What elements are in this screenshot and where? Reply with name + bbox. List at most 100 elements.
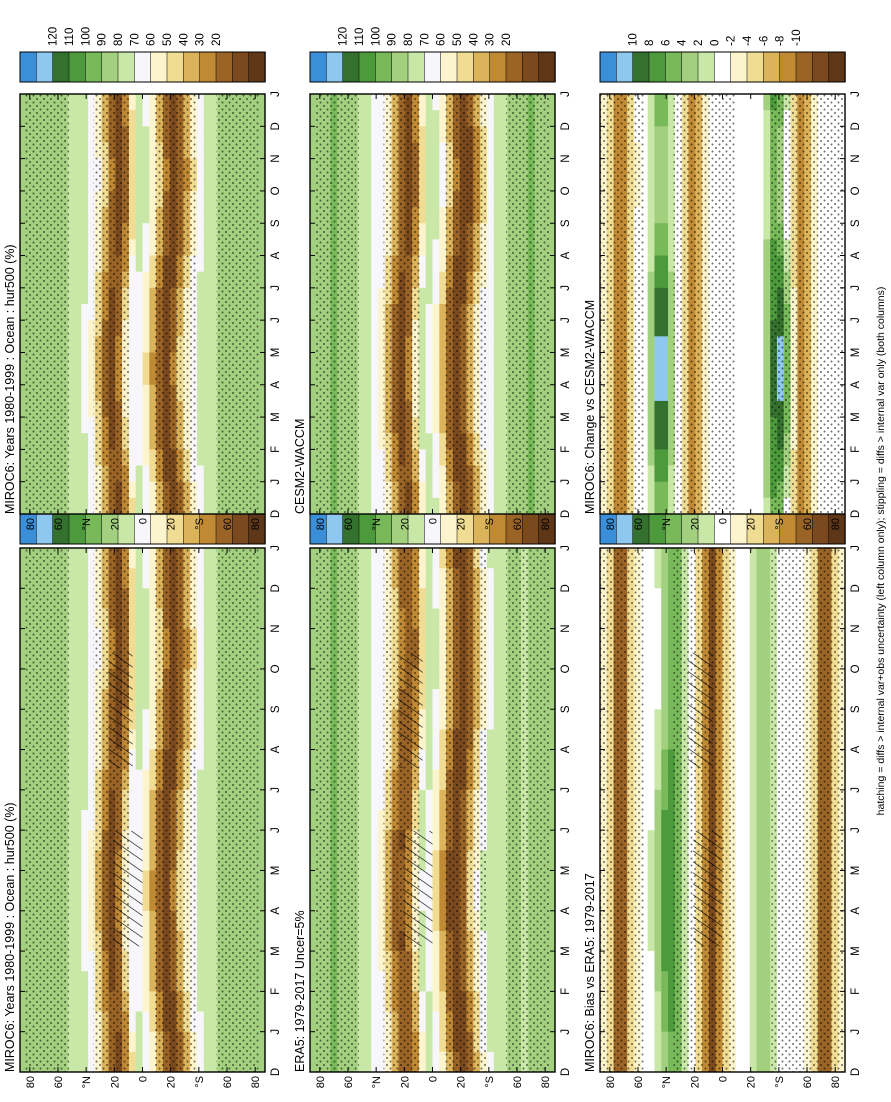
heatmap-cell — [763, 748, 771, 770]
heatmap-cell — [67, 319, 76, 337]
heatmap-cell — [81, 1031, 89, 1052]
month-label: F — [560, 988, 572, 995]
heatmap-cell — [749, 769, 758, 790]
heatmap-cell — [74, 668, 82, 690]
colorbar-swatch — [36, 51, 54, 83]
heatmap-cell — [135, 125, 144, 143]
heatmap-cell — [203, 319, 212, 337]
lat-label: 80 — [315, 1076, 327, 1088]
heatmap-cell — [74, 400, 82, 418]
heatmap-cell — [142, 254, 150, 272]
heatmap-cell — [196, 141, 205, 159]
heatmap-cell — [203, 970, 212, 992]
heatmap-cell — [432, 432, 440, 450]
heatmap-cell — [749, 829, 758, 851]
heatmap-cell — [142, 271, 150, 288]
heatmap-cell — [647, 628, 656, 649]
heatmap-cell — [196, 970, 205, 992]
heatmap-cell — [661, 728, 669, 750]
heatmap-cell — [742, 869, 751, 891]
heatmap-cell — [81, 368, 89, 385]
heatmap-cell — [371, 1010, 379, 1032]
heatmap-cell — [661, 950, 669, 972]
heatmap-cell — [67, 109, 76, 127]
heatmap-cell — [74, 567, 82, 589]
heatmap-cell — [135, 222, 144, 240]
heatmap-cell — [67, 351, 76, 369]
heatmap-cell — [418, 464, 427, 482]
heatmap-cell — [742, 970, 751, 992]
heatmap-cell — [74, 254, 82, 272]
heatmap-cell — [203, 125, 212, 143]
month-label: J — [270, 479, 282, 485]
heatmap-cell — [203, 222, 212, 240]
heatmap-cell — [371, 910, 379, 931]
heatmap-cell — [493, 238, 502, 256]
heatmap-cell — [736, 607, 744, 629]
stipple-band — [216, 548, 261, 1072]
heatmap-cell — [203, 174, 212, 191]
heatmap-cell — [418, 174, 427, 191]
heatmap-cell — [135, 368, 144, 385]
heatmap-cell — [135, 567, 144, 589]
stipple-band — [24, 548, 69, 1072]
heatmap-cell — [654, 567, 662, 589]
heatmap-cell — [647, 728, 656, 750]
heatmap-cell — [493, 287, 502, 304]
lat-label: °N — [81, 518, 93, 530]
heatmap-cell — [81, 481, 89, 498]
heatmap-cell — [81, 432, 89, 450]
heatmap-cell — [74, 368, 82, 385]
lat-label: 80 — [605, 1076, 617, 1088]
heatmap-cell — [432, 829, 440, 851]
hatching-overlay — [108, 652, 143, 947]
heatmap-cell — [486, 648, 495, 669]
heatmap-cell — [364, 890, 372, 911]
heatmap-cell — [432, 206, 440, 224]
heatmap-cell — [364, 1031, 372, 1052]
heatmap-cell — [493, 271, 502, 288]
heatmap-cell — [647, 890, 656, 911]
heatmap-cell — [661, 869, 669, 891]
heatmap-cell — [364, 990, 372, 1012]
heatmap-cell — [135, 206, 144, 224]
heatmap-cell — [756, 628, 764, 649]
heatmap-cell — [74, 141, 82, 159]
heatmap-cell — [128, 287, 137, 304]
heatmap-cell — [203, 271, 212, 288]
heatmap-cell — [742, 648, 751, 669]
panel-title: MIROC6: Years 1980-1999 : Ocean : hur500… — [3, 244, 17, 514]
lat-label: 60 — [222, 518, 234, 530]
heatmap-cell — [756, 587, 764, 609]
heatmap-cell — [81, 319, 89, 337]
heatmap-cell — [135, 970, 144, 992]
heatmap-cell — [142, 648, 150, 669]
heatmap-cell — [432, 464, 440, 482]
lat-label: 0 — [718, 1076, 730, 1082]
heatmap-cell — [203, 789, 212, 810]
heatmap-cell — [742, 990, 751, 1012]
heatmap-cell — [74, 464, 82, 482]
lat-label: 20 — [746, 1076, 758, 1088]
heatmap-cell — [74, 769, 82, 790]
heatmap-cell — [196, 384, 205, 401]
heatmap-cell — [418, 335, 427, 353]
heatmap-cell — [142, 464, 150, 482]
heatmap-cell — [763, 849, 771, 871]
heatmap-cell — [67, 930, 76, 952]
heatmap-cell — [736, 789, 744, 810]
heatmap-cell — [203, 1010, 212, 1032]
heatmap-cell — [654, 628, 662, 649]
heatmap-cell — [196, 607, 205, 629]
heatmap-cell — [81, 206, 89, 224]
heatmap-cell — [763, 930, 771, 952]
heatmap-cell — [67, 708, 76, 730]
heatmap-cell — [203, 607, 212, 629]
heatmap-cell — [128, 950, 137, 972]
heatmap-cell — [763, 789, 771, 810]
heatmap-cell — [142, 849, 150, 871]
heatmap-cell — [432, 319, 440, 337]
heatmap-cell — [756, 809, 764, 831]
heatmap-cell — [74, 222, 82, 240]
